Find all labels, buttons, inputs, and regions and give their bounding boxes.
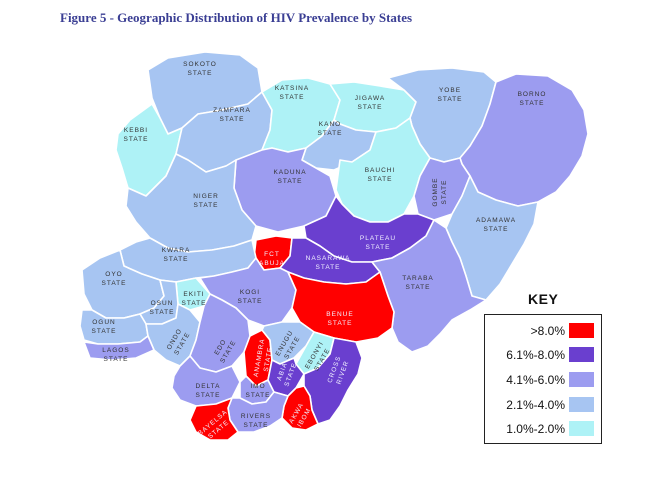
state-label-niger: NIGER STATE bbox=[193, 193, 219, 209]
state-shapes bbox=[79, 51, 589, 441]
state-label-kwara: KWARA STATE bbox=[162, 247, 191, 263]
state-label-katsina: KATSINA STATE bbox=[275, 85, 309, 101]
key-row: >8.0% bbox=[485, 321, 601, 341]
state-label-jigawa: JIGAWA STATE bbox=[355, 95, 385, 111]
key-label: >8.0% bbox=[530, 324, 565, 338]
map-key: >8.0% 6.1%-8.0% 4.1%-6.0% 2.1%-4.0% 1.0%… bbox=[484, 314, 602, 444]
state-label-delta: DELTA STATE bbox=[196, 383, 221, 399]
key-row: 6.1%-8.0% bbox=[485, 345, 601, 365]
state-label-kano: KANO STATE bbox=[318, 121, 343, 137]
state-label-taraba: TARABA STATE bbox=[402, 275, 434, 291]
state-label-bauchi: BAUCHI STATE bbox=[365, 167, 396, 183]
key-row: 4.1%-6.0% bbox=[485, 370, 601, 390]
state-label-yobe: YOBE STATE bbox=[438, 87, 463, 103]
state-label-ekiti: EKITI STATE bbox=[182, 291, 207, 307]
key-swatch bbox=[569, 397, 594, 412]
state-label-sokoto: SOKOTO STATE bbox=[183, 61, 217, 77]
key-swatch bbox=[569, 323, 594, 338]
state-benue bbox=[287, 271, 395, 343]
state-label-benue: BENUE STATE bbox=[326, 311, 353, 327]
state-bayelsa bbox=[189, 397, 239, 441]
key-row: 1.0%-2.0% bbox=[485, 419, 601, 439]
state-label-ogun: OGUN STATE bbox=[92, 319, 117, 335]
state-label-kogi: KOGI STATE bbox=[238, 289, 263, 305]
state-label-osun: OSUN STATE bbox=[150, 300, 175, 316]
state-label-oyo: OYO STATE bbox=[102, 271, 127, 287]
figure-title: Figure 5 - Geographic Distribution of HI… bbox=[60, 10, 413, 25]
state-label-borno: BORNO STATE bbox=[518, 91, 547, 107]
state-label-kaduna: KADUNA STATE bbox=[273, 169, 306, 185]
key-label: 2.1%-4.0% bbox=[506, 398, 565, 412]
key-row: 2.1%-4.0% bbox=[485, 395, 601, 415]
key-label: 4.1%-6.0% bbox=[506, 373, 565, 387]
state-edo bbox=[189, 293, 251, 373]
key-swatch bbox=[569, 372, 594, 387]
state-label-kebbi: KEBBI STATE bbox=[124, 127, 149, 143]
state-label-gombe: GOMBE STATE bbox=[432, 177, 448, 206]
state-label-imo: IMO STATE bbox=[246, 383, 271, 399]
state-label-plateau: PLATEAU STATE bbox=[360, 235, 396, 251]
state-taraba bbox=[371, 219, 487, 353]
key-swatch bbox=[569, 421, 594, 436]
state-adamawa bbox=[445, 175, 539, 301]
state-label-adamawa: ADAMAWA STATE bbox=[476, 217, 516, 233]
state-label-nasarawa: NASARAWA STATE bbox=[306, 255, 351, 271]
state-lagos bbox=[83, 335, 155, 361]
key-label: 6.1%-8.0% bbox=[506, 348, 565, 362]
key-swatch bbox=[569, 347, 594, 362]
state-label-rivers: RIVERS STATE bbox=[241, 413, 271, 429]
state-label-fct: FCT ABUJA bbox=[259, 251, 285, 267]
state-label-zamfara: ZAMFARA STATE bbox=[213, 107, 251, 123]
key-label: 1.0%-2.0% bbox=[506, 422, 565, 436]
state-label-lagos: LAGOS STATE bbox=[102, 347, 129, 363]
key-title: KEY bbox=[528, 291, 559, 307]
